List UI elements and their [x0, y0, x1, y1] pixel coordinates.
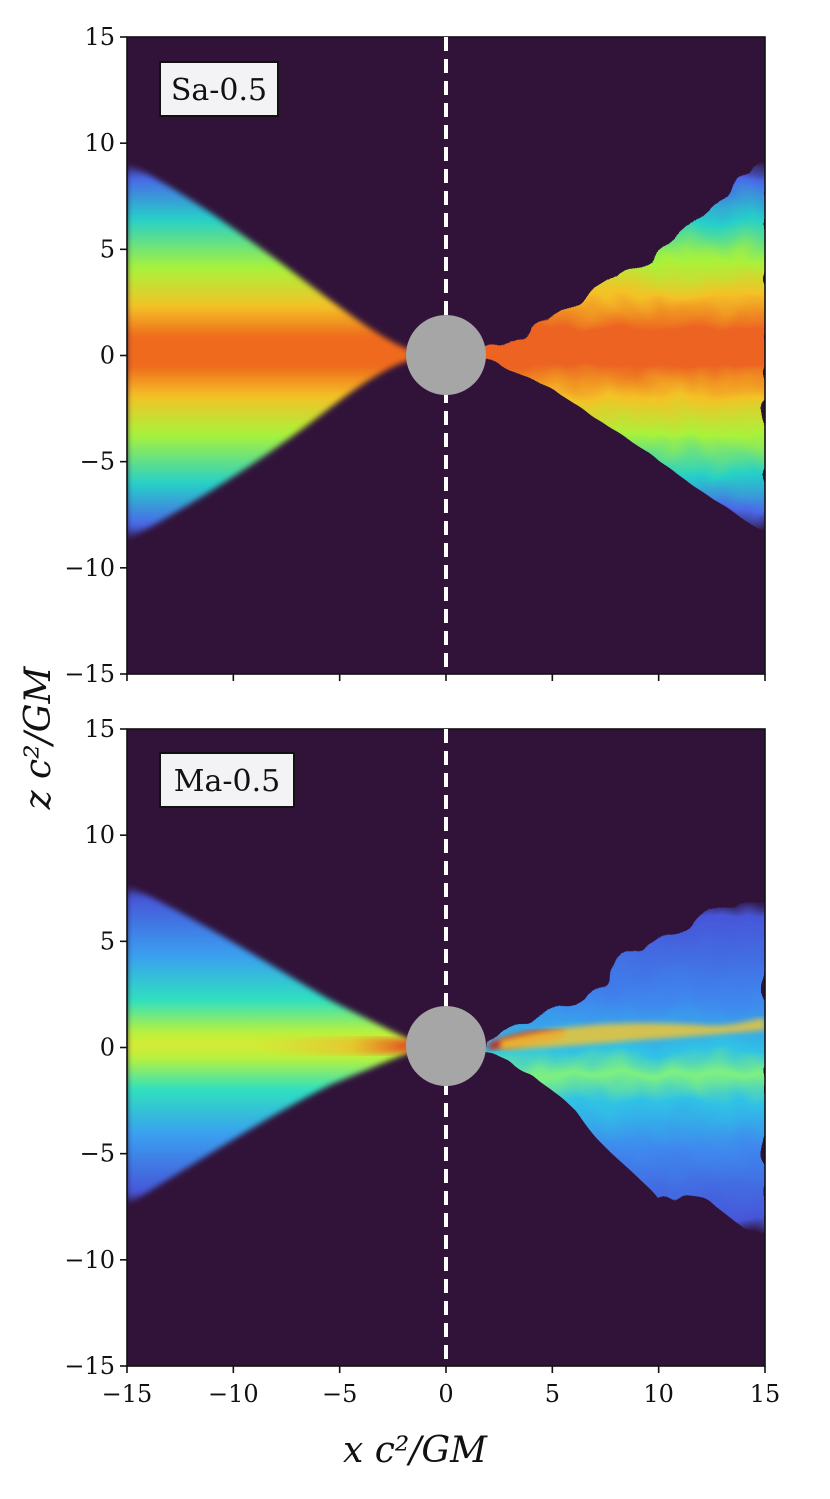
- disk-right-warm-streak: [500, 1018, 765, 1050]
- y-tick-label: −15: [64, 1352, 115, 1380]
- disk-left-core: [260, 1037, 410, 1055]
- panel-label: Ma-0.5: [174, 764, 280, 799]
- x-tick-label: 0: [438, 1380, 453, 1408]
- panel-ma: Ma-0.5 15 10 5 0 −5 −10 −15 −15 −10 −5 0 5 10 15: [64, 715, 780, 1408]
- y-tick-label: 10: [84, 129, 115, 157]
- x-axis-ticks: [126, 674, 766, 681]
- y-tick-label: 15: [84, 715, 115, 743]
- y-tick-label: −5: [80, 448, 115, 476]
- x-tick-label: −10: [208, 1380, 259, 1408]
- y-tick-label: 10: [84, 821, 115, 849]
- black-hole: [406, 315, 486, 395]
- y-tick-label: 0: [100, 342, 115, 370]
- y-axis-ticks: 15 10 5 0 −5 −10 −15: [64, 23, 127, 688]
- x-tick-label: 10: [643, 1380, 674, 1408]
- y-tick-label: −10: [64, 1246, 115, 1274]
- y-axis-label: z c²/GM: [18, 665, 59, 810]
- x-tick-label: −15: [102, 1380, 153, 1408]
- x-axis-label: x c²/GM: [343, 1430, 488, 1471]
- x-tick-label: −5: [322, 1380, 357, 1408]
- y-tick-label: −15: [64, 660, 115, 688]
- panel-label-box: Ma-0.5: [159, 752, 295, 808]
- disk-right-lobe: [485, 900, 765, 1236]
- y-tick-label: 0: [100, 1034, 115, 1062]
- x-tick-label: 5: [545, 1380, 560, 1408]
- panel-label: Sa-0.5: [171, 73, 267, 108]
- panel-sa: Sa-0.5 15 10 5 0 −5 −10 −15: [64, 23, 766, 688]
- panel-label-box: Sa-0.5: [159, 61, 279, 117]
- x-axis-ticks: −15 −10 −5 0 5 10 15: [102, 1366, 781, 1408]
- y-tick-label: −10: [64, 554, 115, 582]
- disk-right-lobe: [485, 163, 765, 530]
- y-tick-label: 5: [100, 235, 115, 263]
- y-tick-label: 5: [100, 927, 115, 955]
- y-axis-ticks: 15 10 5 0 −5 −10 −15: [64, 715, 127, 1380]
- black-hole: [406, 1006, 486, 1086]
- x-tick-label: 15: [750, 1380, 781, 1408]
- y-tick-label: −5: [80, 1140, 115, 1168]
- y-tick-label: 15: [84, 23, 115, 51]
- disk-left-lobe: [127, 163, 410, 540]
